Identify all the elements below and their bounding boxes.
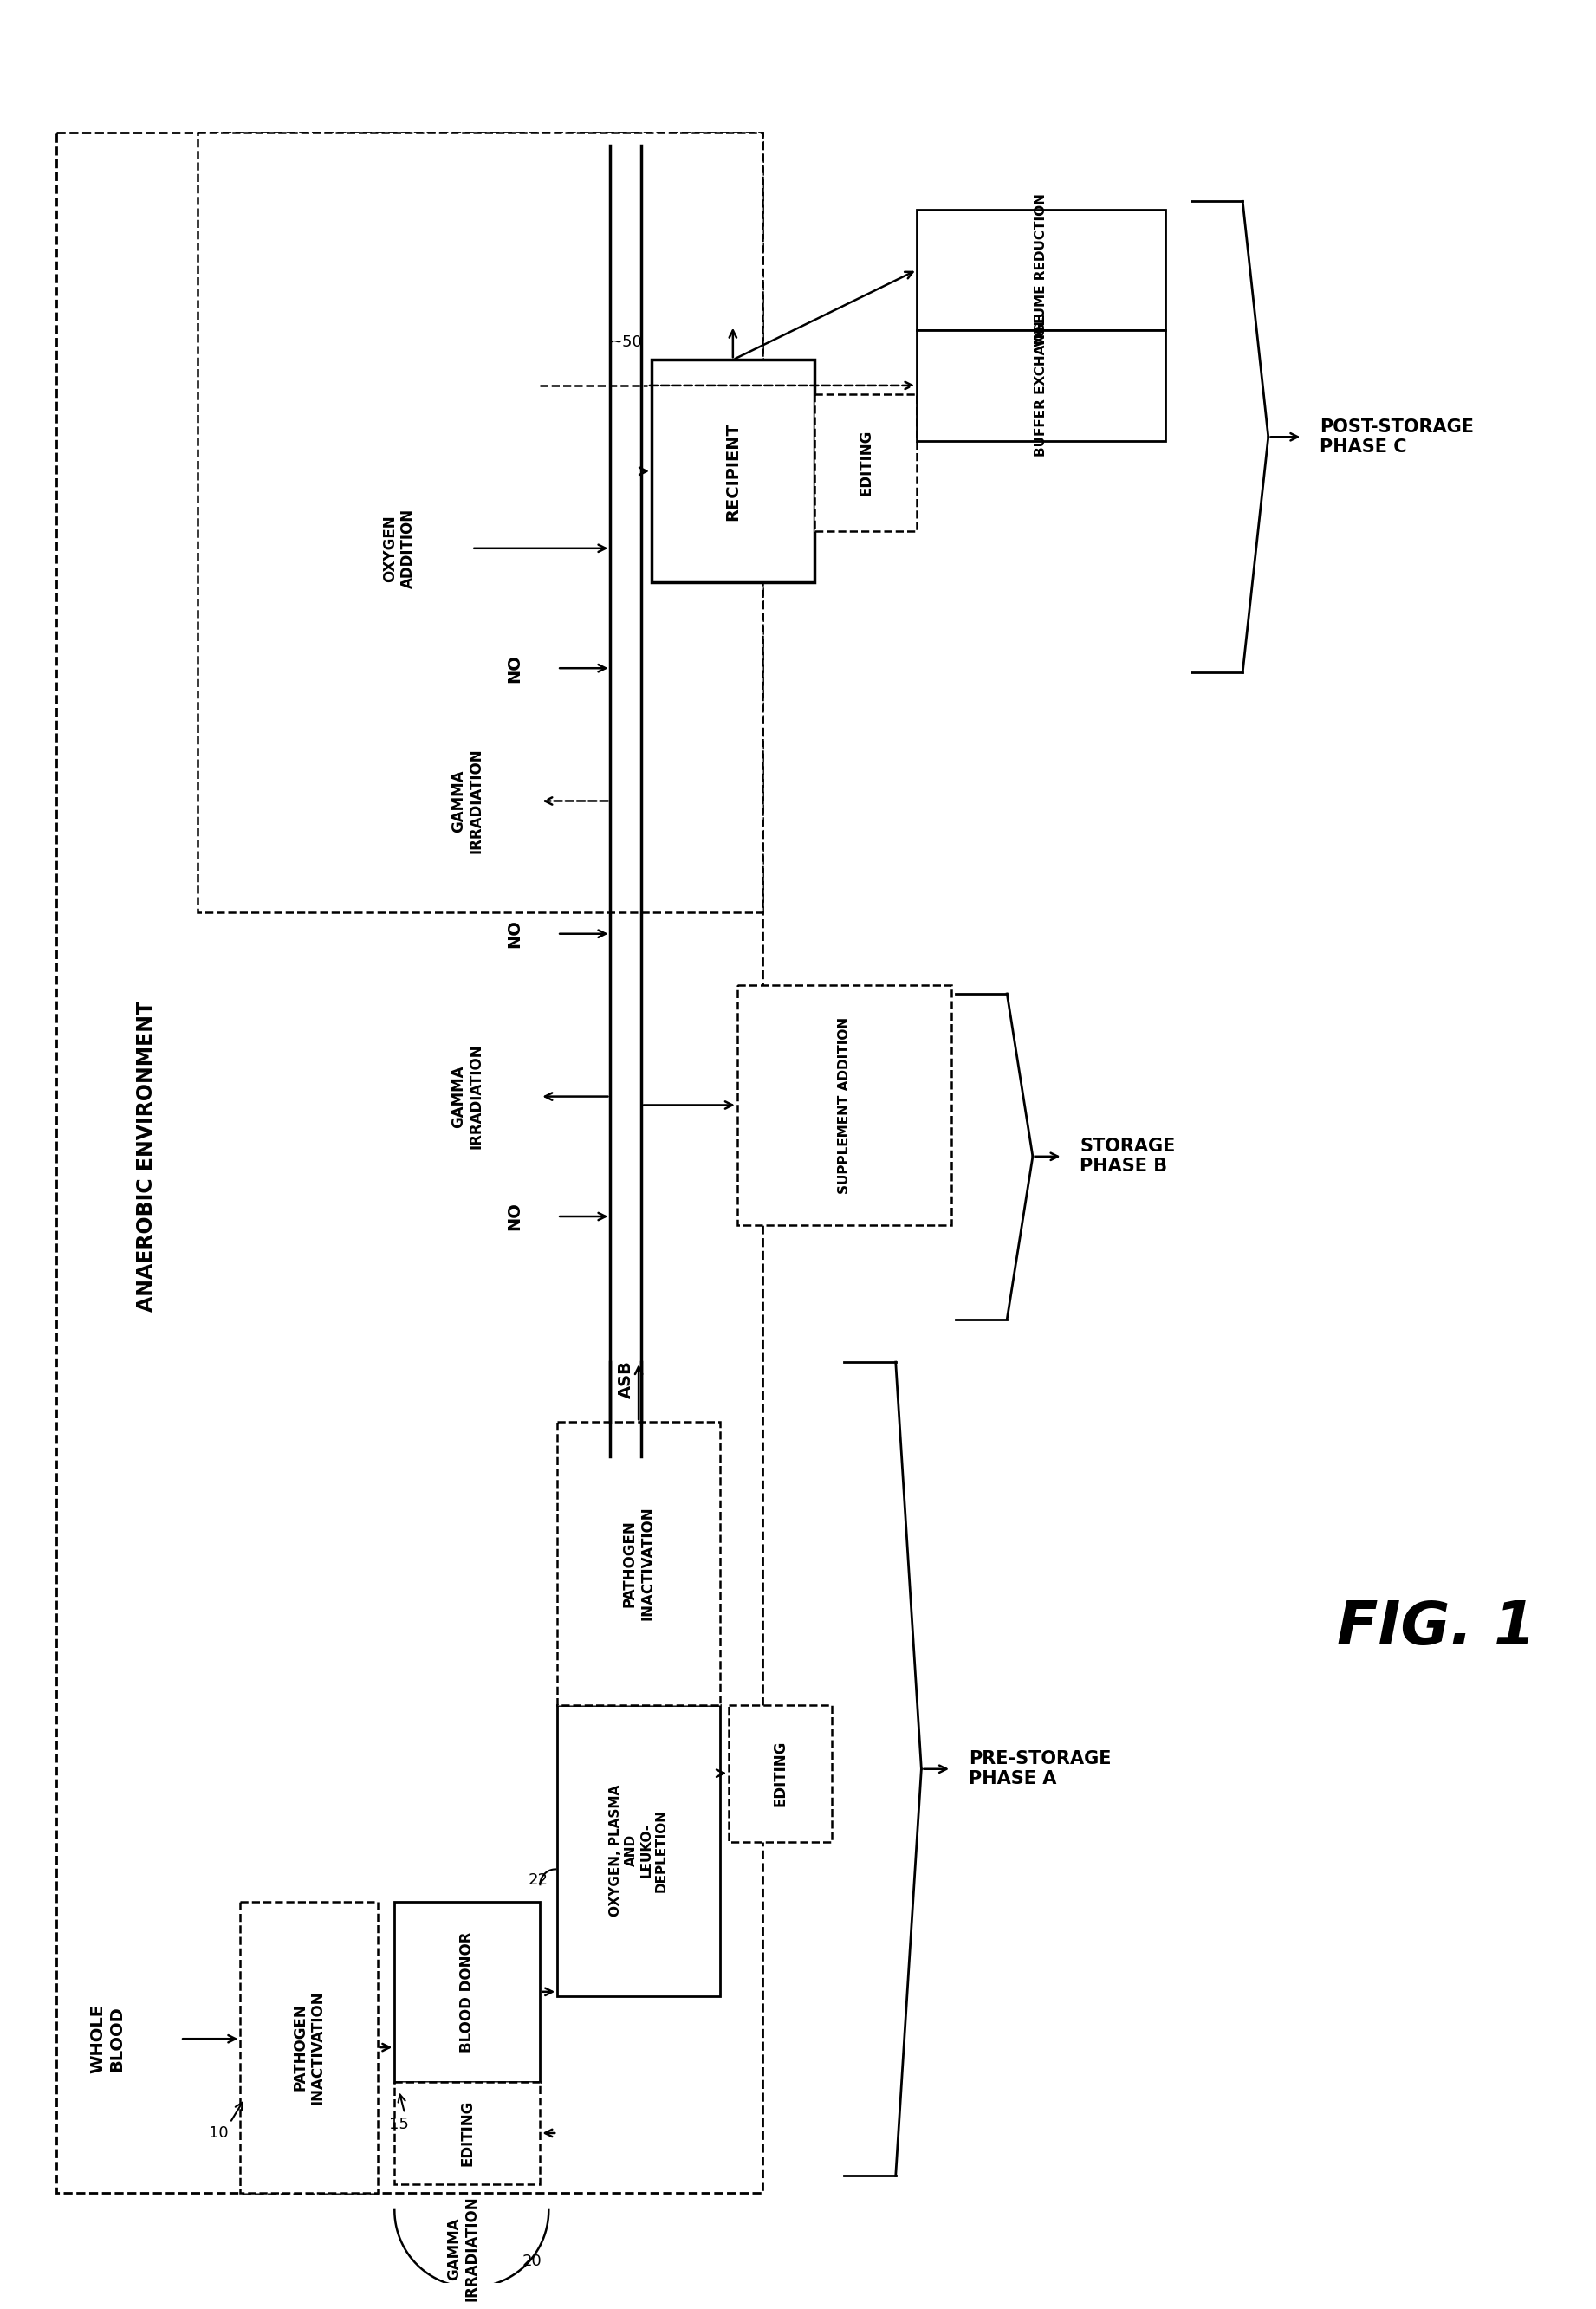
Bar	[557, 1422, 720, 1704]
Text: ANAEROBIC ENVIRONMENT: ANAEROBIC ENVIRONMENT	[136, 1000, 156, 1312]
Bar	[737, 986, 951, 1226]
Bar	[729, 1704, 832, 1843]
Bar	[56, 134, 763, 2194]
Text: STORAGE
PHASE B: STORAGE PHASE B	[1080, 1138, 1176, 1175]
Bar	[557, 1704, 720, 1995]
Text: WHOLE
BLOOD: WHOLE BLOOD	[89, 2004, 124, 2073]
Text: NO: NO	[506, 653, 522, 683]
Text: GAMMA
IRRADIATION: GAMMA IRRADIATION	[450, 1044, 484, 1150]
Text: OXYGEN
ADDITION: OXYGEN ADDITION	[381, 508, 415, 589]
Text: ASB: ASB	[618, 1360, 634, 1399]
Text: PRE-STORAGE
PHASE A: PRE-STORAGE PHASE A	[969, 1750, 1111, 1787]
Bar	[394, 1903, 539, 2083]
Bar	[918, 330, 1165, 441]
Text: ~50: ~50	[610, 335, 642, 351]
Text: GAMMA
IRRADIATION: GAMMA IRRADIATION	[447, 2196, 480, 2302]
Text: 10: 10	[209, 2124, 228, 2140]
Text: VOLUME REDUCTION: VOLUME REDUCTION	[1034, 194, 1049, 346]
Text: NO: NO	[506, 919, 522, 949]
Text: PATHOGEN
INACTIVATION: PATHOGEN INACTIVATION	[292, 1990, 326, 2103]
Text: POST-STORAGE
PHASE C: POST-STORAGE PHASE C	[1320, 418, 1475, 455]
Bar	[394, 2083, 539, 2184]
Text: GAMMA
IRRADIATION: GAMMA IRRADIATION	[450, 748, 484, 854]
Bar	[651, 360, 814, 582]
Text: PATHOGEN
INACTIVATION: PATHOGEN INACTIVATION	[622, 1505, 656, 1621]
Text: OXYGEN, PLASMA
AND
LEUKO-
DEPLETION: OXYGEN, PLASMA AND LEUKO- DEPLETION	[610, 1785, 667, 1916]
Text: 20: 20	[522, 2254, 541, 2270]
Text: EDITING: EDITING	[772, 1741, 788, 1806]
Bar	[241, 1903, 377, 2194]
Text: BLOOD DONOR: BLOOD DONOR	[460, 1930, 476, 2053]
Text: 15: 15	[389, 2117, 409, 2131]
Text: NO: NO	[506, 1203, 522, 1231]
Bar	[814, 395, 918, 531]
Text: RECIPIENT: RECIPIENT	[725, 423, 741, 520]
Text: EDITING: EDITING	[460, 2099, 476, 2166]
Text: EDITING: EDITING	[859, 429, 873, 496]
Text: 22: 22	[528, 1873, 549, 1889]
Text: BUFFER EXCHANGE: BUFFER EXCHANGE	[1034, 314, 1049, 457]
Bar	[918, 210, 1165, 330]
Bar	[198, 134, 763, 912]
Text: SUPPLEMENT ADDITION: SUPPLEMENT ADDITION	[838, 1016, 851, 1194]
Text: FIG. 1: FIG. 1	[1337, 1598, 1535, 1656]
